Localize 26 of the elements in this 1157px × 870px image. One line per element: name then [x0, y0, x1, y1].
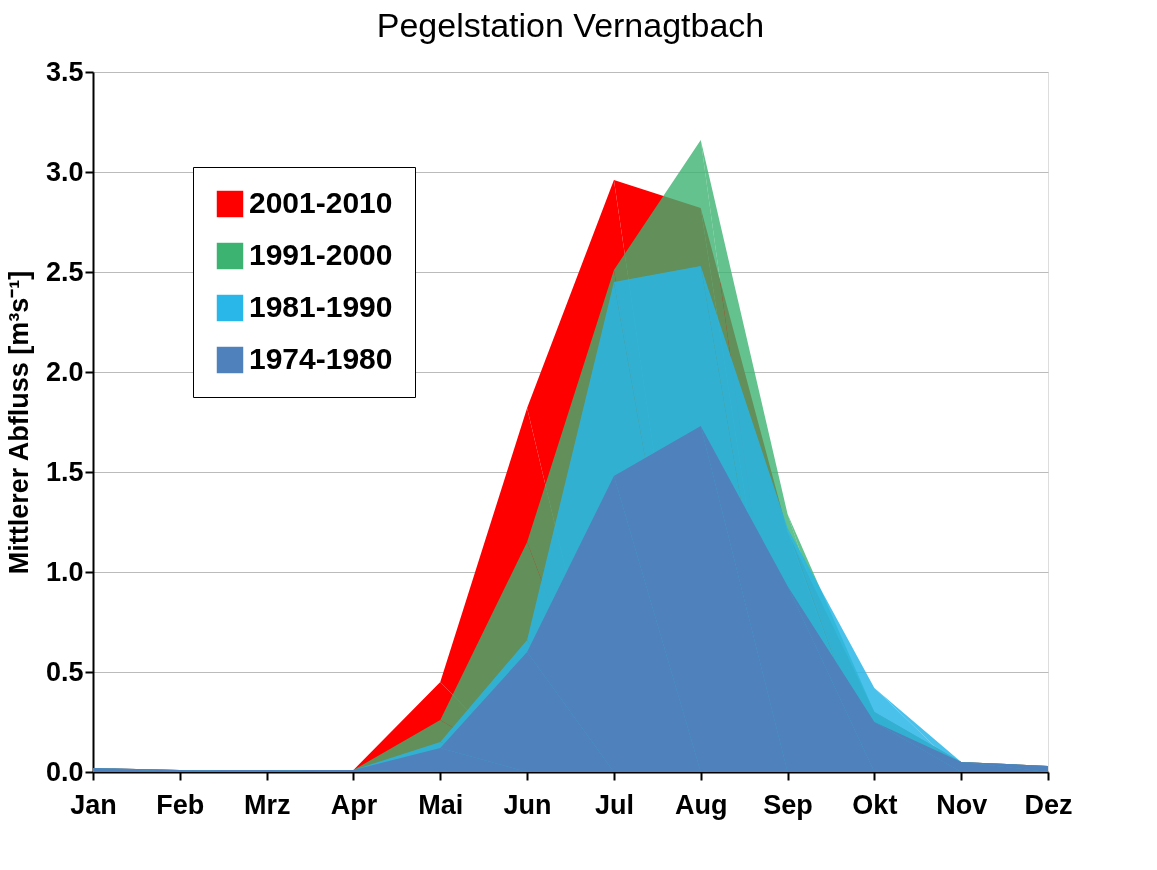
x-tick-label: Apr: [330, 789, 378, 820]
x-tick-label: Sep: [763, 789, 813, 820]
x-tick-label: Jan: [70, 789, 117, 820]
legend-label: 1974-1980: [249, 342, 393, 375]
y-tick-label: 2.0: [45, 356, 84, 387]
legend-label: 1981-1990: [249, 290, 393, 323]
x-tick-label: Aug: [674, 789, 728, 820]
x-tick-label: Nov: [936, 789, 988, 820]
x-tick-label: Feb: [156, 789, 205, 820]
x-tick-label: Dez: [1024, 789, 1073, 820]
legend-label: 2001-2010: [249, 186, 393, 219]
y-tick-label: 3.5: [45, 56, 84, 87]
x-tick-label: Jul: [594, 789, 634, 820]
y-axis-title: Mittlerer Abfluss [m³s⁻¹]: [3, 270, 34, 575]
y-tick-label: 1.0: [45, 556, 84, 587]
y-tick-label: 2.5: [45, 256, 84, 287]
y-tick-label: 1.5: [45, 456, 84, 487]
x-tick-label: Mrz: [243, 789, 291, 820]
x-tick-label: Okt: [852, 789, 898, 820]
x-tick-label: Jun: [503, 789, 552, 820]
chart-title: Pegelstation Vernagtbach: [376, 6, 765, 44]
y-tick-label: 0.0: [45, 756, 84, 787]
y-tick-label: 0.5: [45, 656, 84, 687]
y-tick-label: 3.0: [45, 156, 84, 187]
x-tick-label: Mai: [418, 789, 464, 820]
legend-label: 1991-2000: [249, 238, 393, 271]
